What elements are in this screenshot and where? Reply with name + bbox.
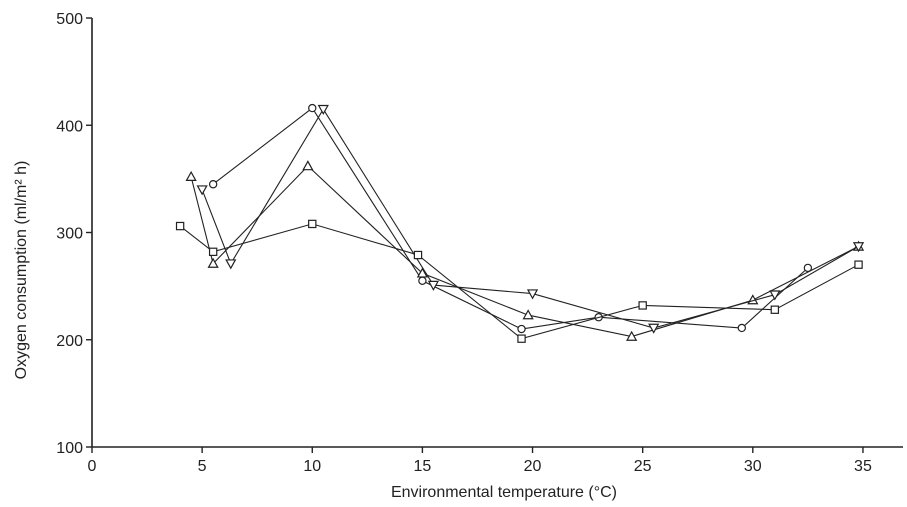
x-axis-label: Environmental temperature (°C) xyxy=(391,484,617,501)
data-point-circle xyxy=(418,276,427,285)
series-line-triangle-down xyxy=(201,108,859,329)
x-tick-label: 10 xyxy=(303,458,321,475)
x-tick-label: 25 xyxy=(634,458,652,475)
x-tick-label: 35 xyxy=(854,458,872,475)
data-point-circle xyxy=(517,324,526,334)
data-point-circle xyxy=(208,180,218,189)
x-tick-label: 30 xyxy=(744,458,762,475)
data-point-square xyxy=(770,305,780,314)
data-point-triangle-down xyxy=(317,104,329,115)
series-group xyxy=(175,103,865,343)
data-point-triangle-down xyxy=(648,323,660,334)
data-point-triangle-down xyxy=(852,242,865,253)
data-point-square xyxy=(517,334,526,343)
x-tick-label: 15 xyxy=(414,458,432,475)
data-point-triangle-up xyxy=(416,267,429,278)
data-point-circle xyxy=(803,263,813,273)
data-point-triangle-up xyxy=(626,330,638,341)
data-point-square xyxy=(175,221,185,231)
y-tick-label: 300 xyxy=(56,226,83,243)
series-square xyxy=(175,219,863,343)
data-point-triangle-up xyxy=(207,257,219,268)
series-triangle-up xyxy=(185,160,865,341)
data-point-triangle-down xyxy=(526,289,539,300)
data-point-square xyxy=(413,250,423,260)
y-axis-label: Oxygen consumption (ml/m² h) xyxy=(13,161,30,380)
data-point-circle xyxy=(308,103,317,113)
data-point-square xyxy=(208,247,218,257)
ticks: 100 200 300 400 500 0 5 10 15 20 25 30 35 xyxy=(56,11,872,475)
data-point-circle xyxy=(737,323,746,333)
series-line-circle xyxy=(212,107,809,330)
y-tick-label: 500 xyxy=(56,11,83,28)
axes xyxy=(91,18,903,448)
data-point-square xyxy=(638,301,647,310)
data-point-triangle-down xyxy=(769,290,781,301)
y-tick-label: 200 xyxy=(56,333,83,350)
data-point-square xyxy=(854,260,863,269)
data-point-triangle-up xyxy=(522,309,534,320)
data-point-square xyxy=(308,219,317,229)
data-point-triangle-down xyxy=(196,185,208,196)
data-point-triangle-down xyxy=(427,280,440,291)
series-line-triangle-up xyxy=(190,165,859,338)
x-tick-label: 20 xyxy=(524,458,542,475)
series-line-square xyxy=(179,223,859,340)
x-tick-label: 5 xyxy=(198,458,207,475)
y-tick-label: 100 xyxy=(56,440,83,457)
data-point-triangle-up xyxy=(302,160,314,171)
data-point-triangle-down xyxy=(225,259,237,270)
data-point-triangle-up xyxy=(185,170,197,182)
series-circle xyxy=(208,103,813,334)
series-triangle-down xyxy=(196,104,865,334)
y-tick-label: 400 xyxy=(56,118,83,135)
x-tick-label: 0 xyxy=(88,458,97,475)
